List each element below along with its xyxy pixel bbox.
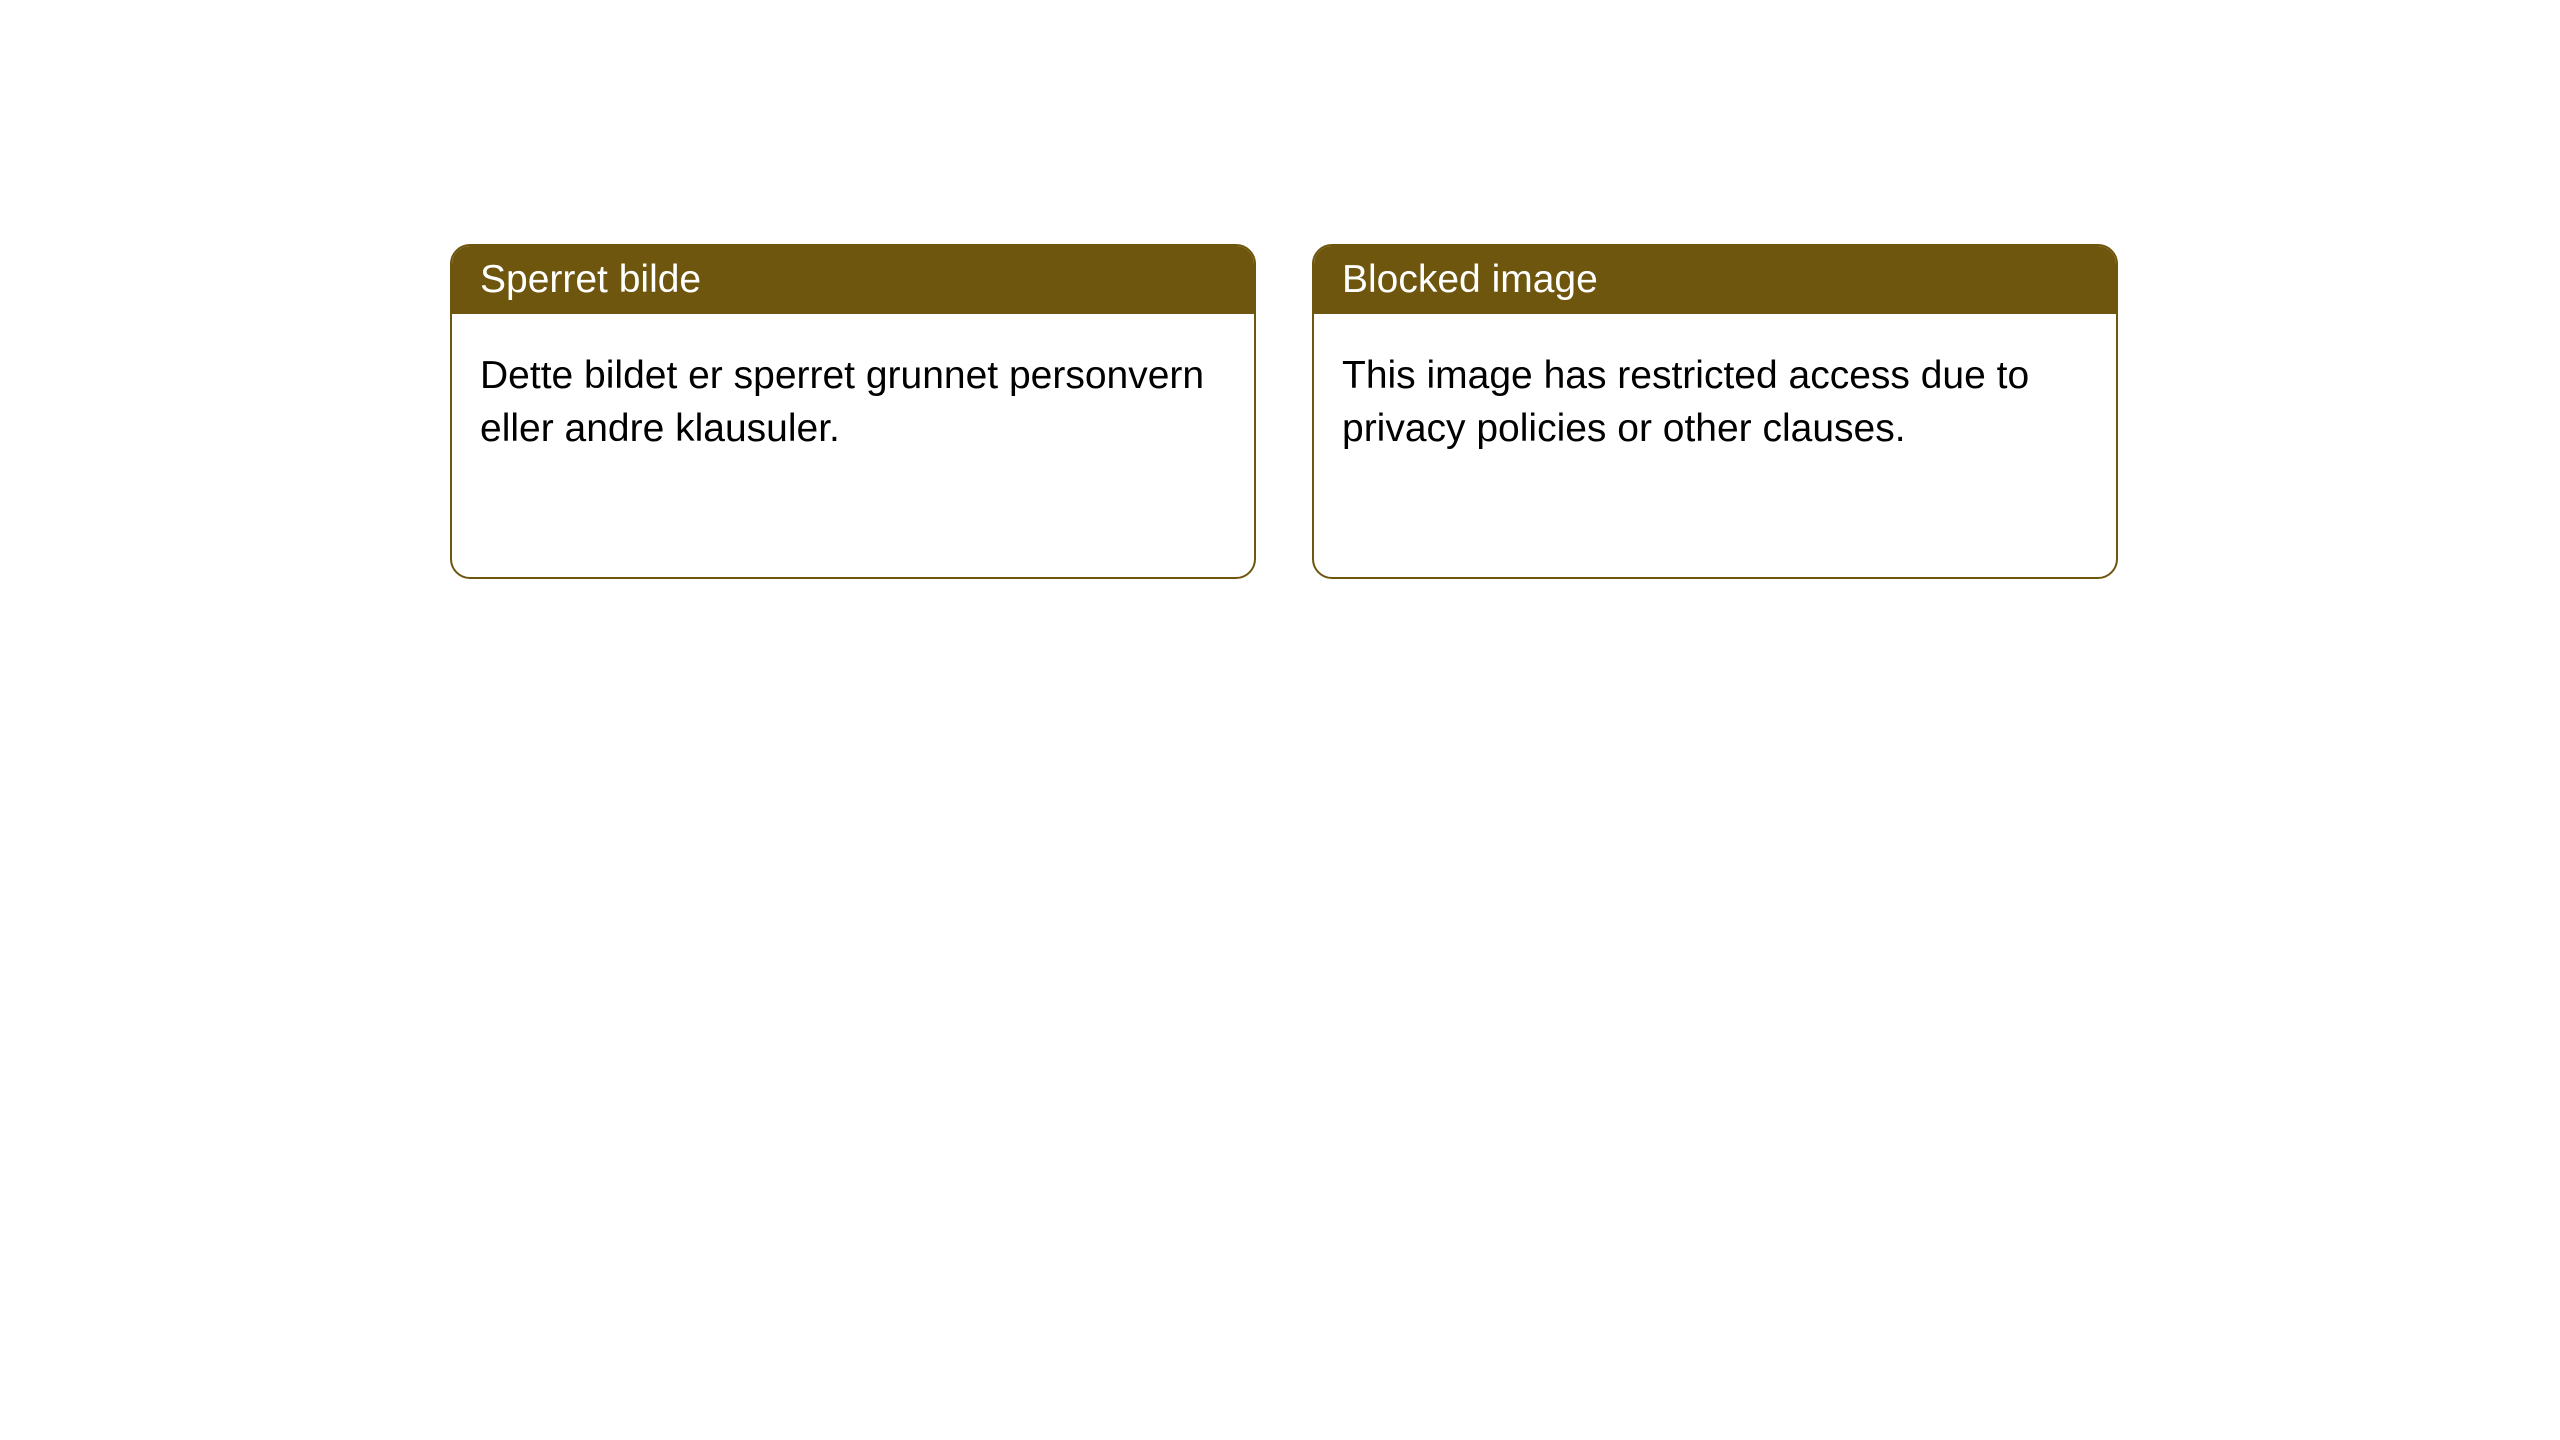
card-title: Blocked image [1342,258,1598,301]
card-title: Sperret bilde [480,258,701,301]
notice-card-english: Blocked image This image has restricted … [1312,244,2118,579]
card-body: Dette bildet er sperret grunnet personve… [452,314,1254,491]
card-message: Dette bildet er sperret grunnet personve… [480,354,1204,450]
card-message: This image has restricted access due to … [1342,354,2029,450]
card-header: Blocked image [1314,246,2116,314]
card-header: Sperret bilde [452,246,1254,314]
card-body: This image has restricted access due to … [1314,314,2116,491]
notice-cards-container: Sperret bilde Dette bildet er sperret gr… [0,0,2560,579]
notice-card-norwegian: Sperret bilde Dette bildet er sperret gr… [450,244,1256,579]
